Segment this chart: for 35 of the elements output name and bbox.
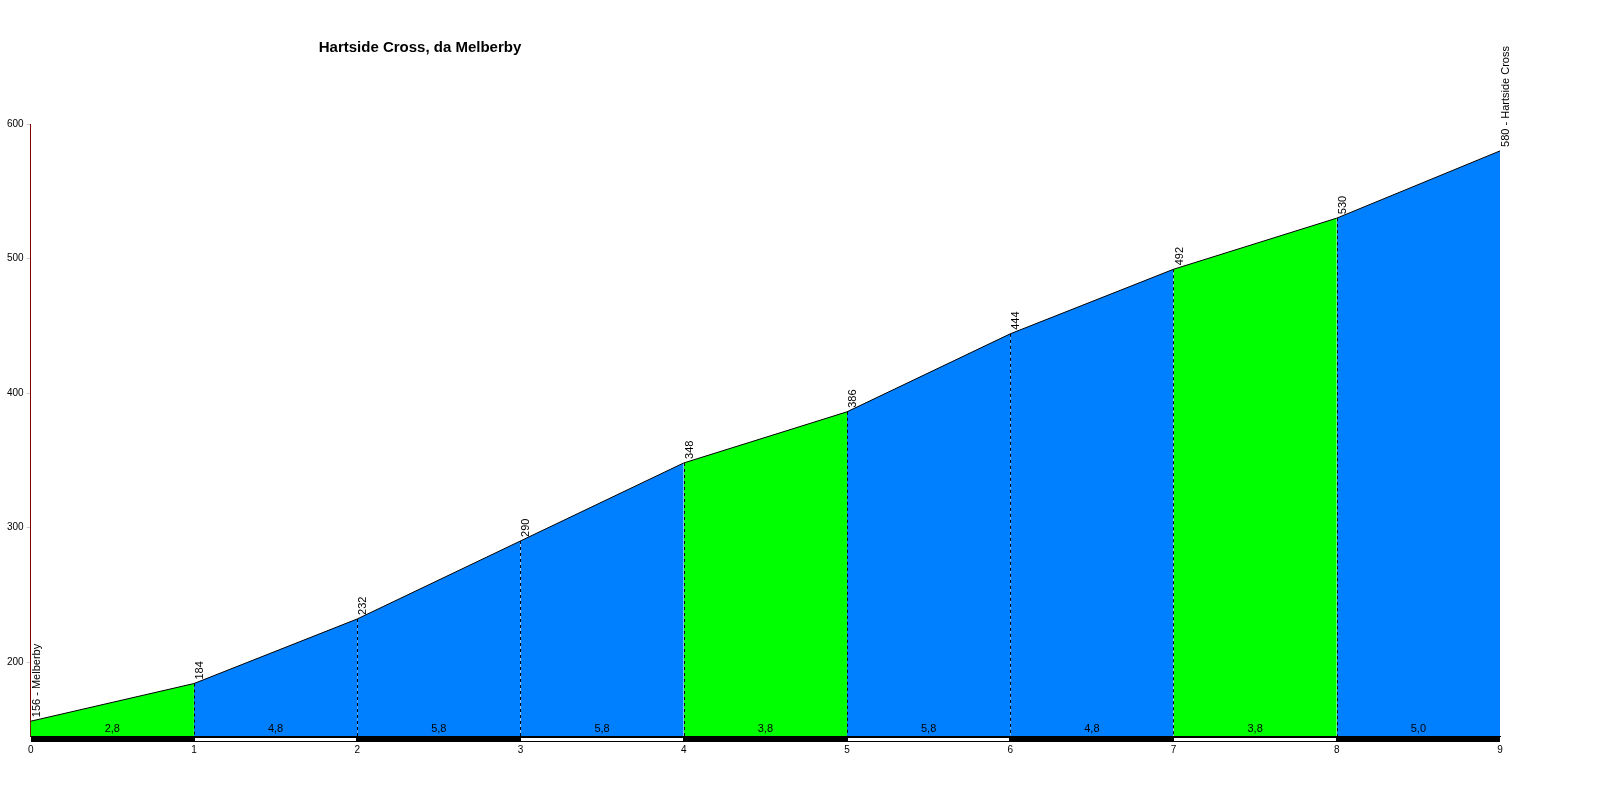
y-tick-label: 500 — [7, 252, 25, 264]
data-label: 386 — [846, 389, 858, 408]
x-tick-label: 5 — [844, 743, 851, 755]
y-tick-label: 600 — [7, 117, 25, 129]
annotation: 5,8 — [594, 721, 610, 734]
data-label: 348 — [682, 440, 695, 459]
x-tick-label: 6 — [1007, 743, 1014, 755]
y-tick-label: 200 — [7, 655, 25, 667]
data-label: 184 — [192, 661, 205, 680]
x-tick-label: 7 — [1170, 743, 1177, 755]
annotation: 4,8 — [267, 721, 284, 734]
data-label: 232 — [356, 596, 369, 615]
annotation: 3,8 — [1247, 721, 1263, 734]
y-tick-label: 400 — [7, 386, 25, 398]
data-label: 580 - Hartside Cross — [1499, 45, 1512, 147]
annotation: 5,8 — [431, 721, 447, 734]
data-label: 290 — [519, 518, 532, 537]
annotation: 5,8 — [920, 721, 937, 734]
x-tick-label: 9 — [1497, 743, 1504, 755]
x-tick-label: 0 — [27, 743, 34, 755]
x-tick-label: 2 — [354, 743, 361, 755]
data-label: 444 — [1009, 311, 1022, 330]
annotation: 4,8 — [1084, 721, 1100, 734]
x-tick-label: 3 — [517, 743, 524, 755]
annotation: 5,0 — [1410, 721, 1427, 734]
x-tick-label: 1 — [191, 743, 198, 755]
x-tick-label: 8 — [1333, 743, 1340, 755]
data-label: 492 — [1172, 246, 1185, 266]
annotation: 2,8 — [104, 721, 120, 734]
y-tick-label: 300 — [7, 521, 25, 533]
annotation: 3,8 — [757, 721, 773, 734]
x-tick-label: 4 — [680, 743, 687, 755]
data-label: 530 — [1335, 195, 1348, 215]
data-label: 156 - Melberby — [29, 643, 42, 718]
chart-title: Hartside Cross, da Melberby — [318, 38, 522, 56]
